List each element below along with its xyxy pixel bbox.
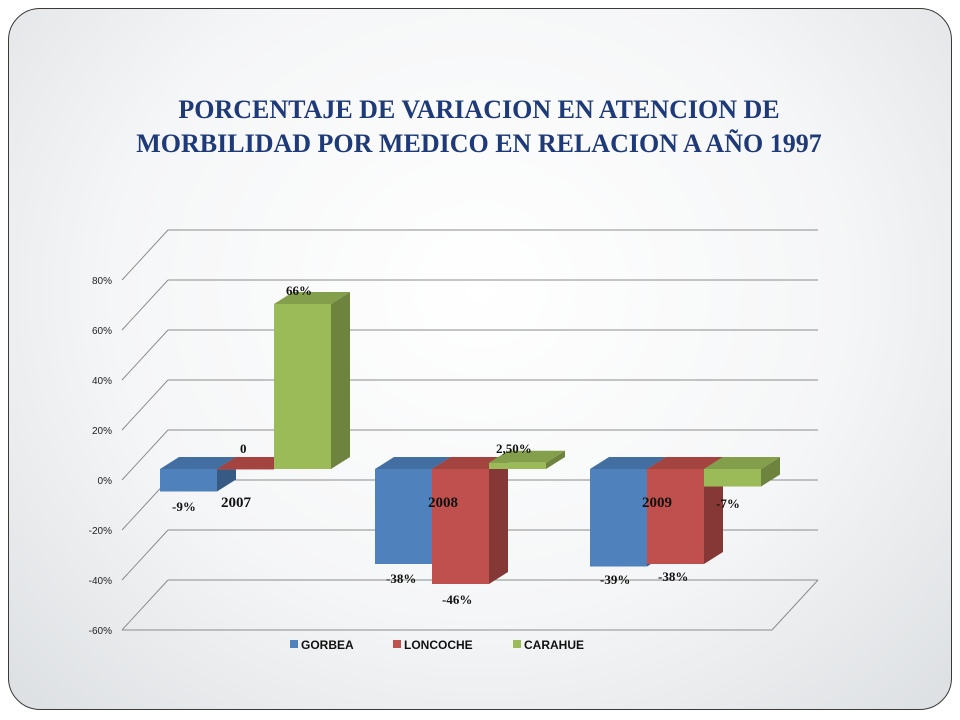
- bar-top: [590, 457, 666, 469]
- legend-label: CARAHUE: [524, 638, 584, 652]
- y-tick-label: 20%: [92, 426, 112, 437]
- y-tick-label: -20%: [89, 526, 112, 537]
- bar-top: [647, 457, 723, 469]
- data-label: -38%: [658, 569, 688, 584]
- y-axis-ticks: -60% -40% -20% 0% 20% 40% 60% 80%: [89, 276, 112, 637]
- data-label: 0: [240, 441, 247, 456]
- data-label: 66%: [286, 283, 312, 298]
- gridline-wall: [121, 329, 169, 381]
- bar-side: [761, 457, 780, 487]
- bar-top: [274, 292, 350, 304]
- bar: [432, 469, 489, 584]
- bar: [489, 462, 546, 469]
- y-tick-label: -40%: [89, 576, 112, 587]
- data-label: -38%: [386, 571, 416, 586]
- bar: [217, 469, 274, 470]
- data-label: -46%: [442, 592, 472, 607]
- bars: [160, 292, 780, 584]
- bar-top: [160, 457, 236, 469]
- data-label: -9%: [172, 499, 196, 514]
- bar: [274, 304, 331, 469]
- bar-side: [546, 450, 565, 469]
- legend-swatch: [290, 640, 298, 648]
- floor-edge-right: [771, 579, 819, 631]
- data-label: -7%: [716, 496, 740, 511]
- bar: [590, 469, 647, 567]
- bar: [704, 469, 761, 487]
- slide: PORCENTAJE DE VARIACION EN ATENCION DE M…: [8, 8, 952, 710]
- bar-top: [489, 450, 565, 463]
- chart-title: PORCENTAJE DE VARIACION EN ATENCION DE M…: [136, 95, 822, 158]
- legend-swatch: [393, 640, 401, 648]
- bar: [647, 469, 704, 564]
- bar-side: [489, 457, 508, 584]
- legend-label: LONCOCHE: [404, 638, 473, 652]
- gridline-wall: [121, 579, 169, 631]
- category-label: 2009: [642, 495, 672, 511]
- y-tick-label: -60%: [89, 626, 112, 637]
- bar-top: [704, 457, 780, 469]
- gridline-wall: [121, 279, 169, 331]
- y-tick-label: 0%: [98, 476, 113, 487]
- gridline-wall: [121, 529, 169, 581]
- y-tick-label: 60%: [92, 326, 112, 337]
- gridline-wall: [121, 379, 169, 431]
- bar: [160, 469, 217, 492]
- legend-swatch: [513, 640, 521, 648]
- data-labels: -9% -38% -39% 0 -46% -38% 66% 2,50% -7%: [172, 283, 740, 607]
- category-label: 2008: [428, 495, 458, 511]
- bar-side: [331, 292, 350, 469]
- bar-top: [375, 457, 451, 469]
- category-label: 2007: [221, 495, 252, 511]
- legend-label: GORBEA: [301, 638, 354, 652]
- legend: GORBEA LONCOCHE CARAHUE: [290, 638, 584, 652]
- gridline-wall: [121, 429, 169, 481]
- bar: [375, 469, 432, 564]
- y-tick-label: 40%: [92, 376, 112, 387]
- category-labels: 2007 2008 2009: [221, 495, 672, 511]
- y-tick-label: 80%: [92, 276, 112, 287]
- data-label: -39%: [600, 572, 630, 587]
- data-label: 2,50%: [496, 441, 532, 456]
- gridline-wall: [121, 229, 169, 281]
